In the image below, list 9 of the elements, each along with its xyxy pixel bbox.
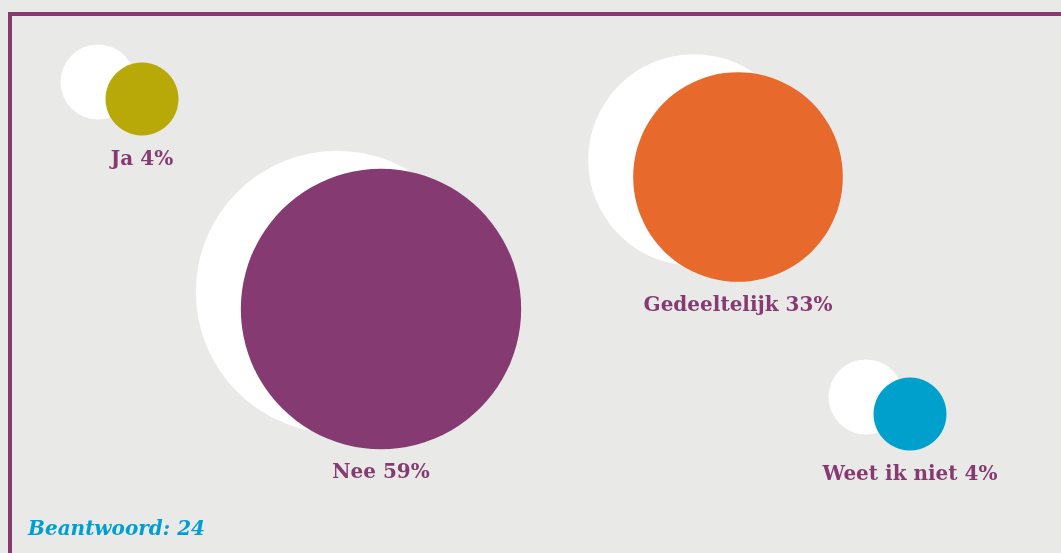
category-label: Weet ik niet [821,460,959,485]
data-label: 59% [382,459,430,484]
text: Beantwoord: 24 [27,516,205,540]
category-label: Gedeeltelijk [643,291,780,316]
data-label: 4% [140,145,174,170]
data-label: 33% [785,291,833,316]
category-label: Ja [108,145,134,170]
data-label: 4% [964,460,998,485]
category-label: Nee [332,459,376,484]
